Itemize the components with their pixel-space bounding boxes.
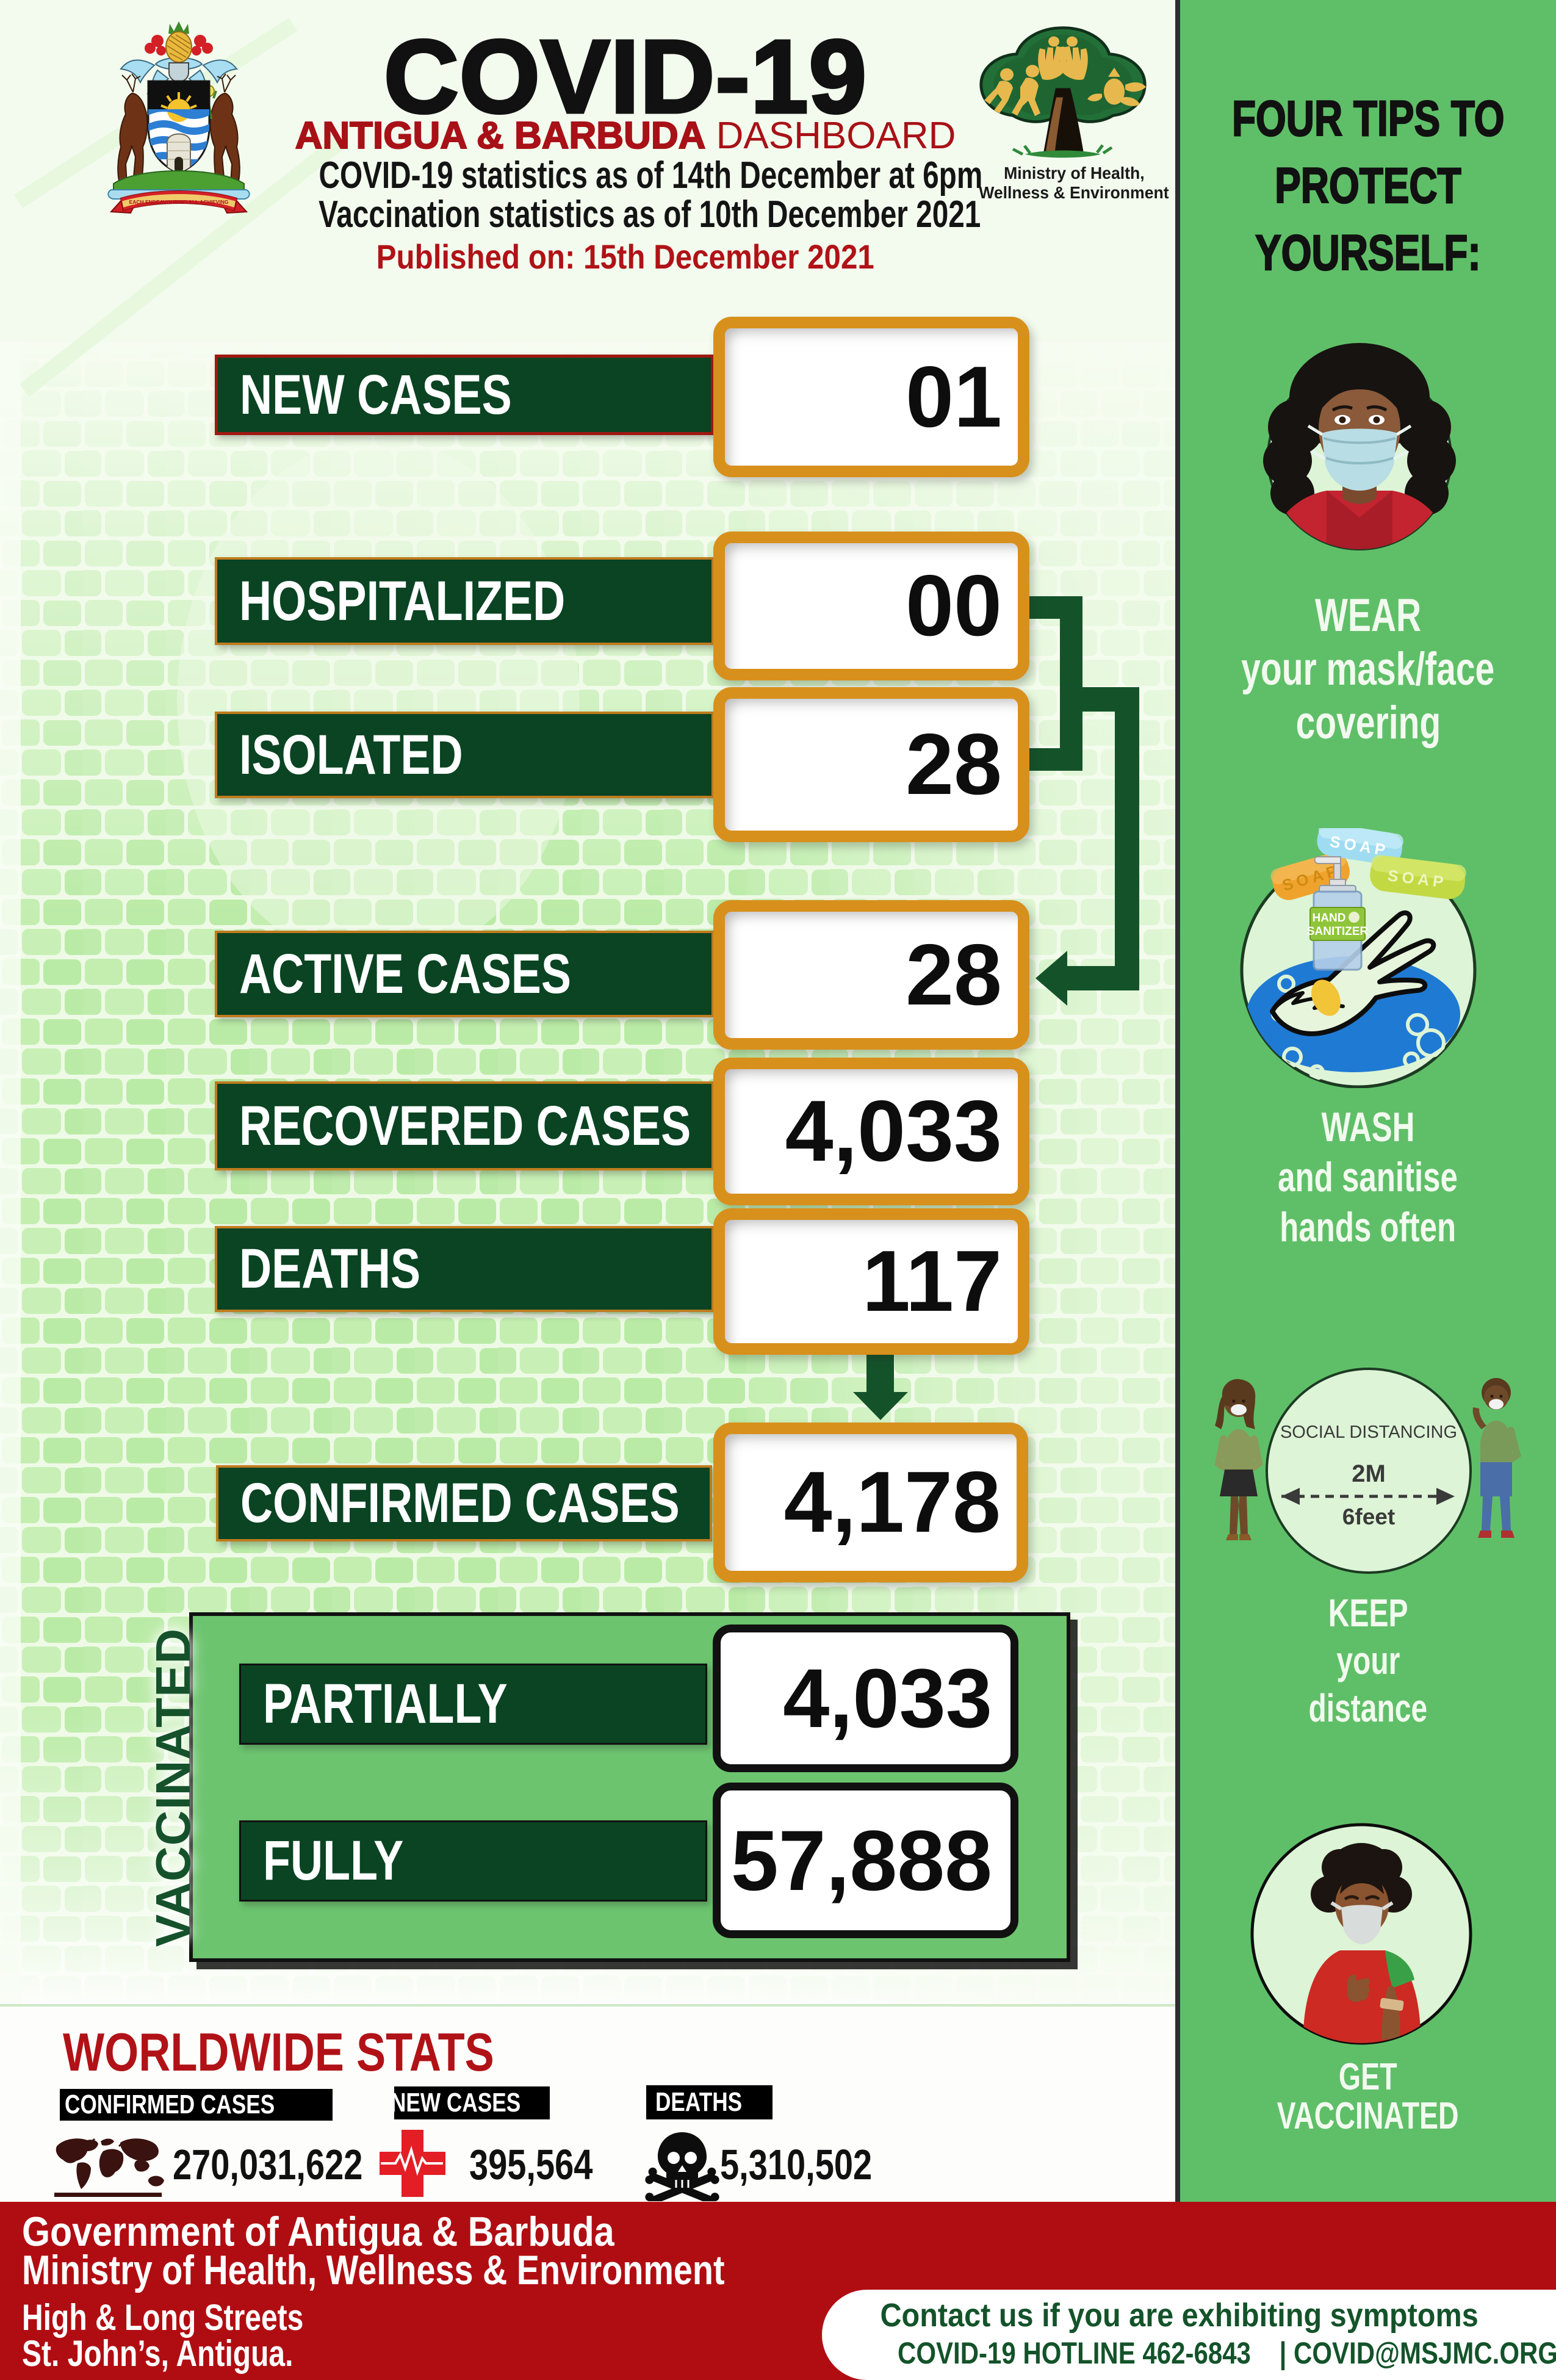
svg-text:EACH ENDEAVOURING ALL ACHIEVIN: EACH ENDEAVOURING ALL ACHIEVING <box>129 199 229 205</box>
svg-text:6feet: 6feet <box>1342 1504 1395 1529</box>
svg-text:2M: 2M <box>1352 1460 1386 1487</box>
svg-text:SOCIAL DISTANCING: SOCIAL DISTANCING <box>1280 1423 1457 1442</box>
svg-text:SANITIZER: SANITIZER <box>1307 925 1369 938</box>
svg-text:HAND: HAND <box>1313 912 1346 925</box>
